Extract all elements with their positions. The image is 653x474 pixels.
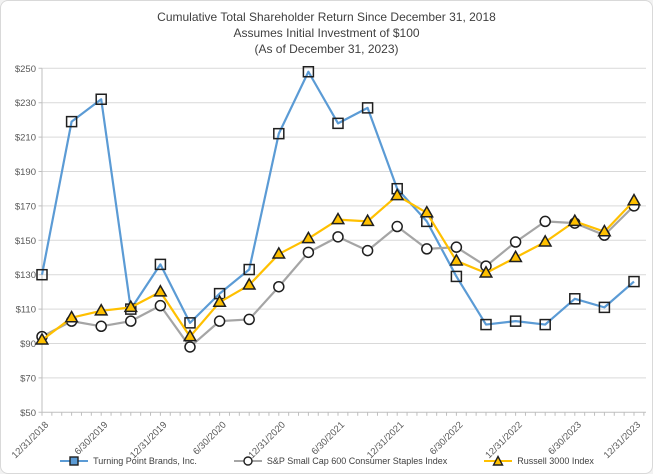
title-line-1: Cumulative Total Shareholder Return Sinc… — [157, 10, 496, 24]
svg-text:$70: $70 — [20, 373, 36, 384]
svg-text:$250: $250 — [15, 64, 36, 75]
svg-text:$130: $130 — [15, 270, 36, 281]
svg-text:6/30/2021: 6/30/2021 — [309, 420, 347, 458]
svg-text:6/30/2023: 6/30/2023 — [546, 420, 584, 458]
svg-text:$210: $210 — [15, 133, 36, 144]
svg-text:6/30/2019: 6/30/2019 — [73, 420, 111, 458]
chart-title: Cumulative Total Shareholder Return Sinc… — [1, 9, 652, 57]
square-marker-icon — [60, 456, 89, 466]
svg-text:$230: $230 — [15, 98, 36, 109]
legend: Turning Point Brands, Inc. S&P Small Cap… — [1, 455, 652, 467]
legend-item-russell-3000: Russell 3000 Index — [483, 455, 594, 467]
svg-text:6/30/2020: 6/30/2020 — [191, 420, 229, 458]
title-line-2: Assumes Initial Investment of $100 — [233, 26, 420, 40]
triangle-marker-icon — [484, 455, 513, 466]
circle-marker-icon — [233, 456, 262, 466]
svg-text:$190: $190 — [15, 167, 36, 178]
svg-text:$170: $170 — [15, 201, 36, 212]
svg-text:$110: $110 — [16, 305, 36, 316]
svg-text:$50: $50 — [20, 408, 36, 419]
legend-item-sp-small-cap-600: S&P Small Cap 600 Consumer Staples Index — [233, 455, 447, 467]
title-line-3: (As of December 31, 2023) — [254, 42, 399, 56]
legend-label: Russell 3000 Index — [517, 456, 594, 466]
legend-label: S&P Small Cap 600 Consumer Staples Index — [266, 456, 448, 466]
svg-text:$90: $90 — [20, 339, 36, 350]
svg-text:6/30/2022: 6/30/2022 — [428, 420, 466, 458]
legend-item-turning-point-brands: Turning Point Brands, Inc. — [59, 455, 197, 467]
svg-text:$150: $150 — [15, 236, 36, 247]
legend-label: Turning Point Brands, Inc. — [93, 456, 197, 466]
